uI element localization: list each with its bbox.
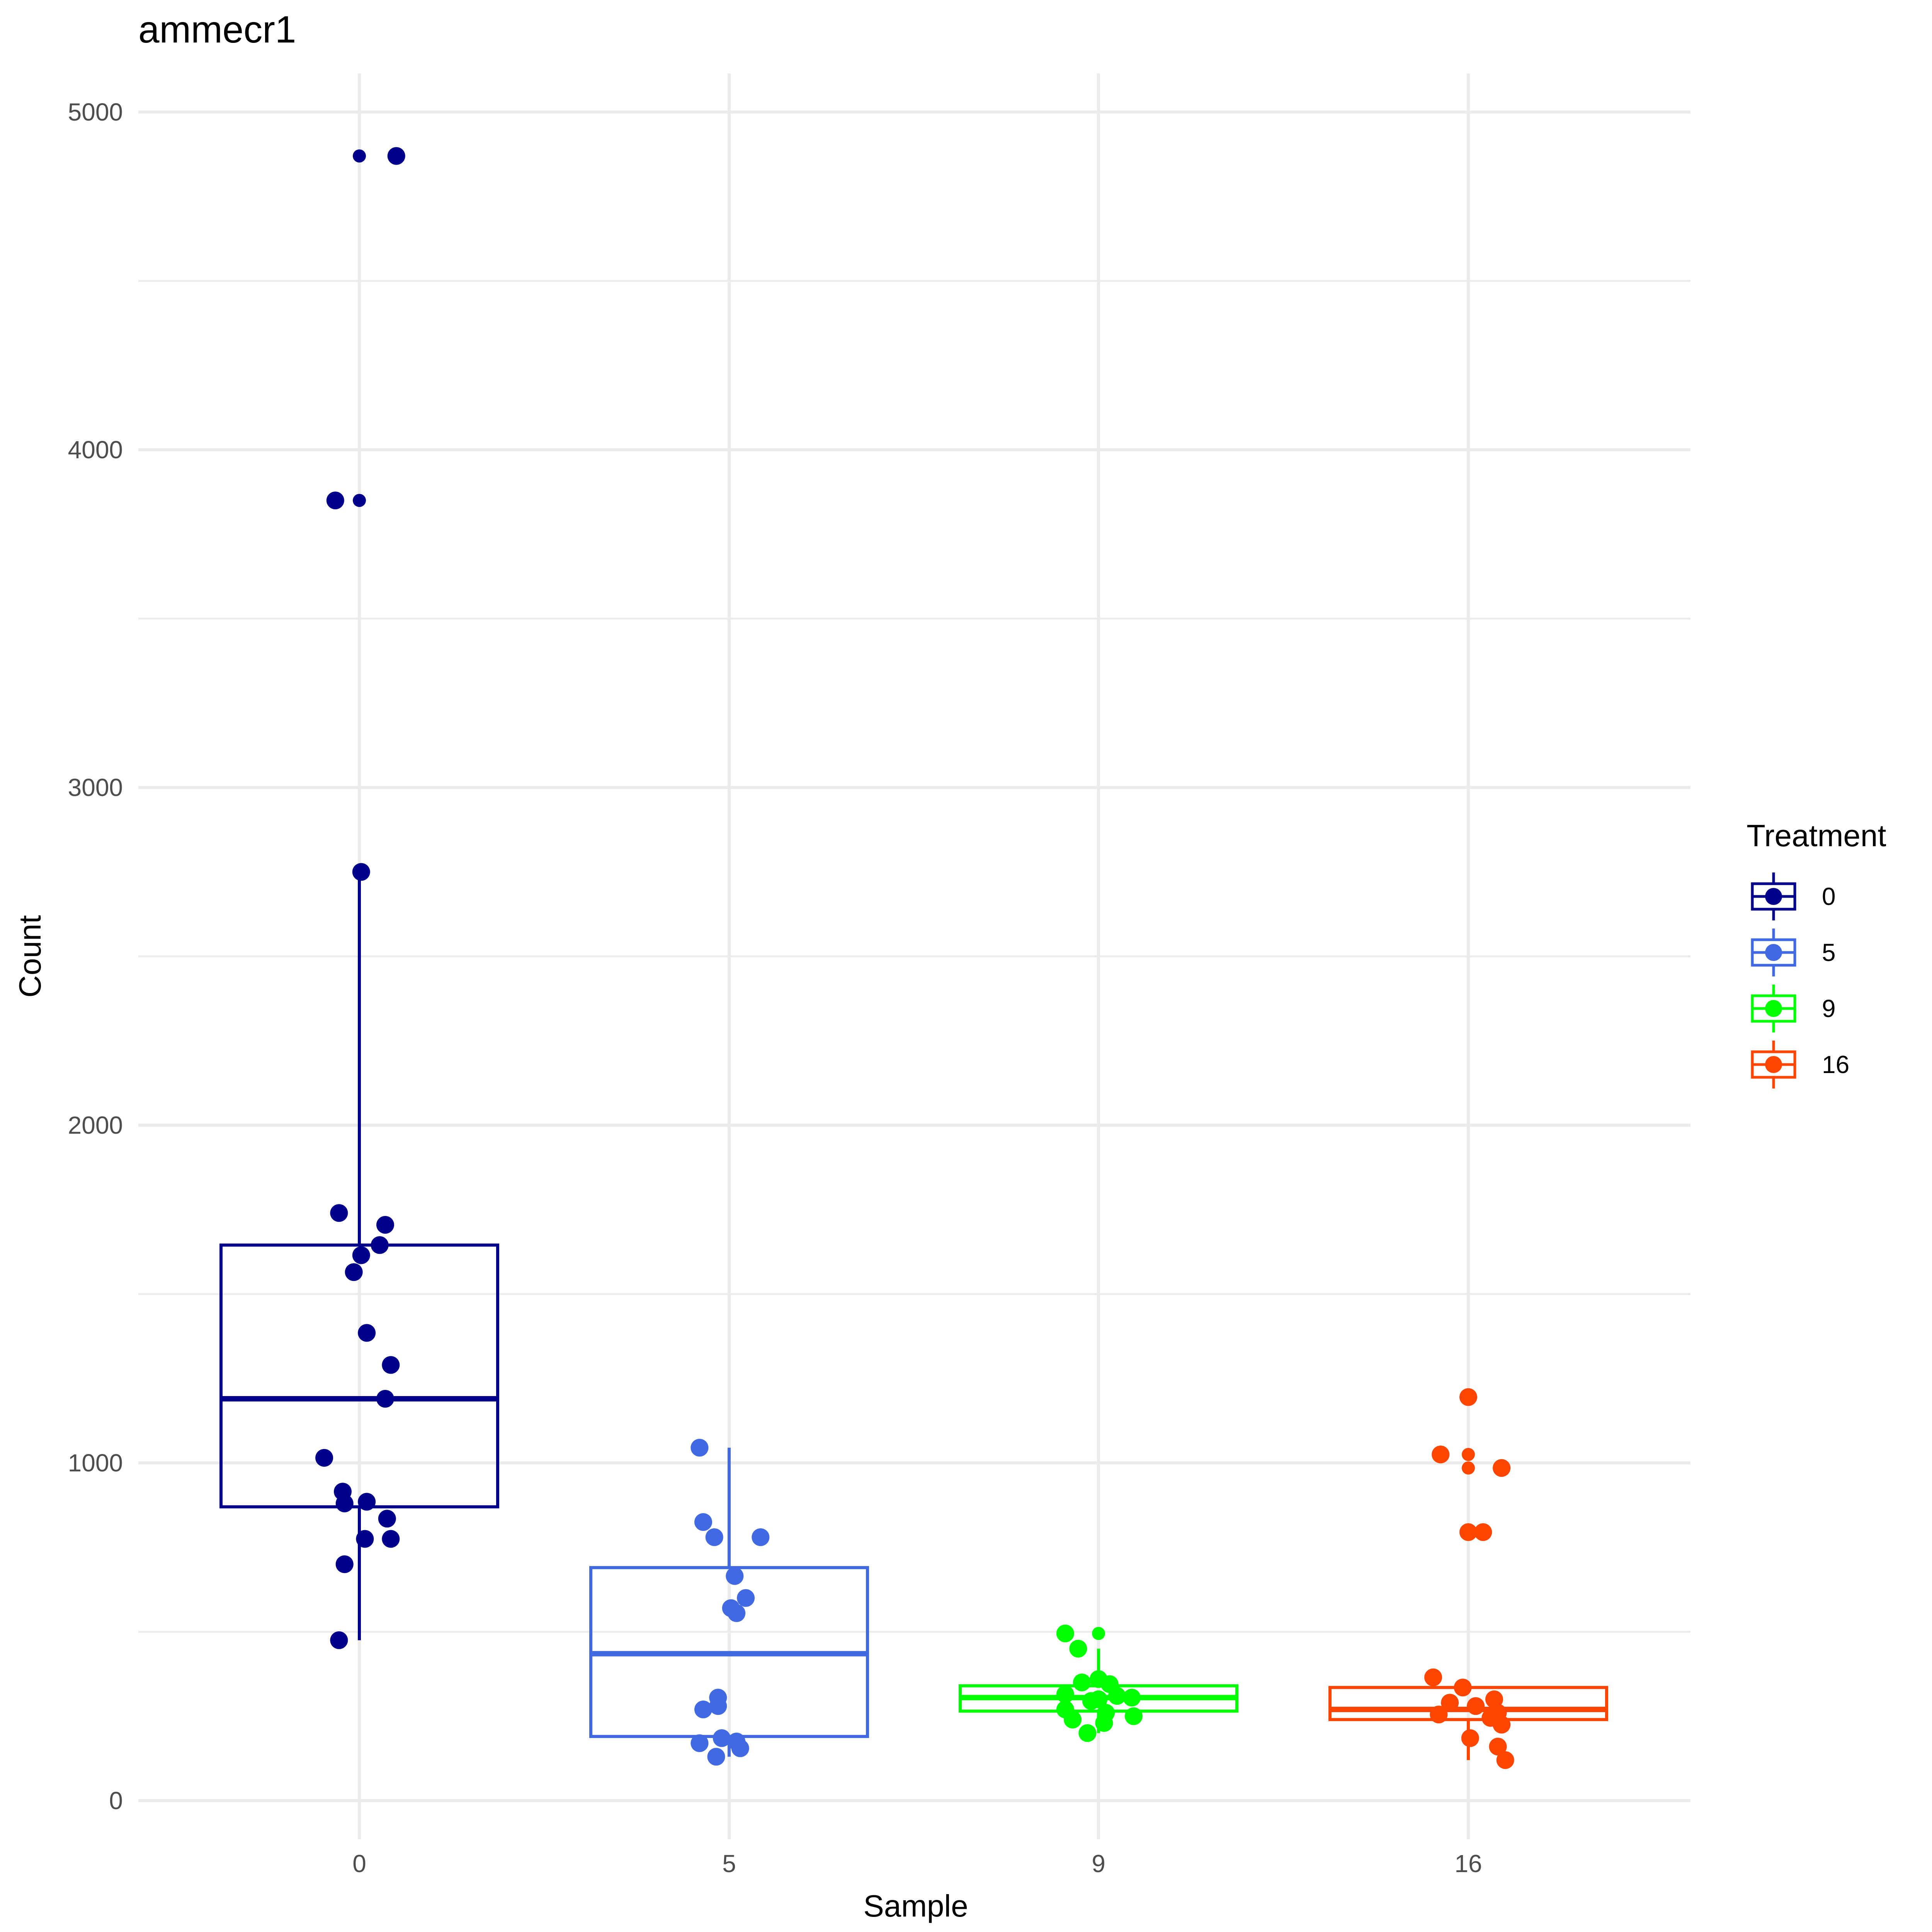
data-point: [1124, 1707, 1143, 1725]
x-axis-title: Sample: [863, 1889, 968, 1923]
data-point: [1489, 1738, 1507, 1756]
data-point: [378, 1510, 396, 1528]
data-point: [1064, 1711, 1082, 1729]
data-point: [335, 1555, 354, 1573]
y-axis-title: Count: [13, 915, 47, 997]
x-tick-label: 16: [1454, 1850, 1482, 1878]
boxes: [219, 872, 1608, 1760]
data-point: [358, 1324, 376, 1342]
legend-key-point: [1765, 888, 1782, 905]
legend: Treatment 0 5 9 16: [1747, 818, 1886, 1088]
legend-item-5: 5: [1751, 929, 1836, 976]
data-point: [752, 1528, 770, 1546]
data-point: [1493, 1459, 1511, 1477]
data-point: [345, 1263, 363, 1281]
legend-label: 16: [1822, 1051, 1849, 1078]
legend-key-point: [1765, 1000, 1782, 1017]
data-point: [1108, 1687, 1126, 1705]
data-point: [713, 1729, 731, 1747]
y-tick-label: 1000: [68, 1449, 123, 1477]
y-tick-label: 2000: [68, 1111, 123, 1139]
data-point: [382, 1356, 400, 1374]
data-point: [1078, 1724, 1097, 1742]
data-point: [1461, 1729, 1479, 1747]
data-point: [1462, 1448, 1475, 1461]
data-point: [1056, 1624, 1074, 1643]
legend-title: Treatment: [1747, 818, 1886, 853]
data-point: [737, 1589, 755, 1607]
data-point: [1459, 1388, 1477, 1406]
data-point: [1092, 1627, 1105, 1640]
data-point: [1467, 1697, 1485, 1715]
data-point: [1459, 1523, 1477, 1541]
data-point: [330, 1204, 348, 1222]
data-point: [1056, 1685, 1074, 1703]
data-point: [1123, 1689, 1141, 1707]
y-tick-label: 3000: [68, 774, 123, 801]
y-tick-label: 0: [109, 1787, 123, 1815]
data-point: [330, 1631, 348, 1649]
data-point: [726, 1567, 744, 1585]
data-point: [335, 1494, 354, 1512]
axes: 0 1000 2000 3000 4000 5000 0 5 9 16: [68, 98, 1482, 1878]
data-point: [1454, 1679, 1472, 1697]
data-point: [705, 1528, 723, 1546]
data-point: [353, 149, 366, 163]
box-iqr: [219, 1243, 499, 1509]
data-point: [376, 1389, 394, 1408]
data-point: [352, 863, 370, 881]
data-point: [382, 1530, 400, 1548]
x-tick-label: 0: [352, 1850, 366, 1878]
x-tick-label: 5: [722, 1850, 736, 1878]
legend-label: 0: [1822, 883, 1836, 910]
data-point: [731, 1739, 749, 1757]
x-tick-label: 9: [1092, 1850, 1105, 1878]
data-point: [371, 1236, 389, 1254]
data-point: [690, 1439, 709, 1457]
data-point: [707, 1748, 725, 1766]
data-point: [326, 492, 344, 510]
y-tick-label: 5000: [68, 98, 123, 126]
data-point: [694, 1701, 713, 1719]
data-point: [1432, 1446, 1450, 1464]
data-point: [1082, 1692, 1100, 1710]
data-point: [1496, 1751, 1514, 1769]
legend-item-0: 0: [1751, 872, 1836, 920]
legend-item-16: 16: [1751, 1041, 1849, 1088]
data-point: [1430, 1706, 1448, 1724]
data-point: [690, 1734, 709, 1752]
data-point: [709, 1697, 727, 1715]
y-tick-label: 4000: [68, 436, 123, 464]
legend-key-point: [1765, 1056, 1782, 1073]
data-point: [1069, 1639, 1087, 1658]
data-point: [353, 494, 366, 507]
data-point: [387, 147, 405, 165]
data-point: [1424, 1668, 1442, 1686]
data-point: [1493, 1716, 1511, 1734]
legend-label: 5: [1822, 939, 1836, 966]
legend-label: 9: [1822, 995, 1836, 1022]
data-point: [1073, 1673, 1091, 1692]
data-point: [376, 1216, 394, 1234]
legend-item-9: 9: [1751, 985, 1836, 1032]
chart-title: ammecr1: [138, 8, 296, 51]
data-point: [352, 1246, 370, 1264]
data-point: [694, 1513, 713, 1531]
data-point: [728, 1604, 746, 1622]
data-point: [315, 1449, 333, 1467]
box-group-0: [219, 872, 499, 1640]
data-point: [1474, 1523, 1492, 1541]
data-points: [315, 147, 1514, 1769]
data-point: [358, 1493, 376, 1511]
data-point: [1095, 1714, 1113, 1732]
legend-key-point: [1765, 944, 1782, 961]
data-point: [1485, 1690, 1503, 1708]
data-point: [1441, 1694, 1459, 1712]
data-point: [356, 1530, 374, 1548]
data-point: [1462, 1461, 1475, 1475]
